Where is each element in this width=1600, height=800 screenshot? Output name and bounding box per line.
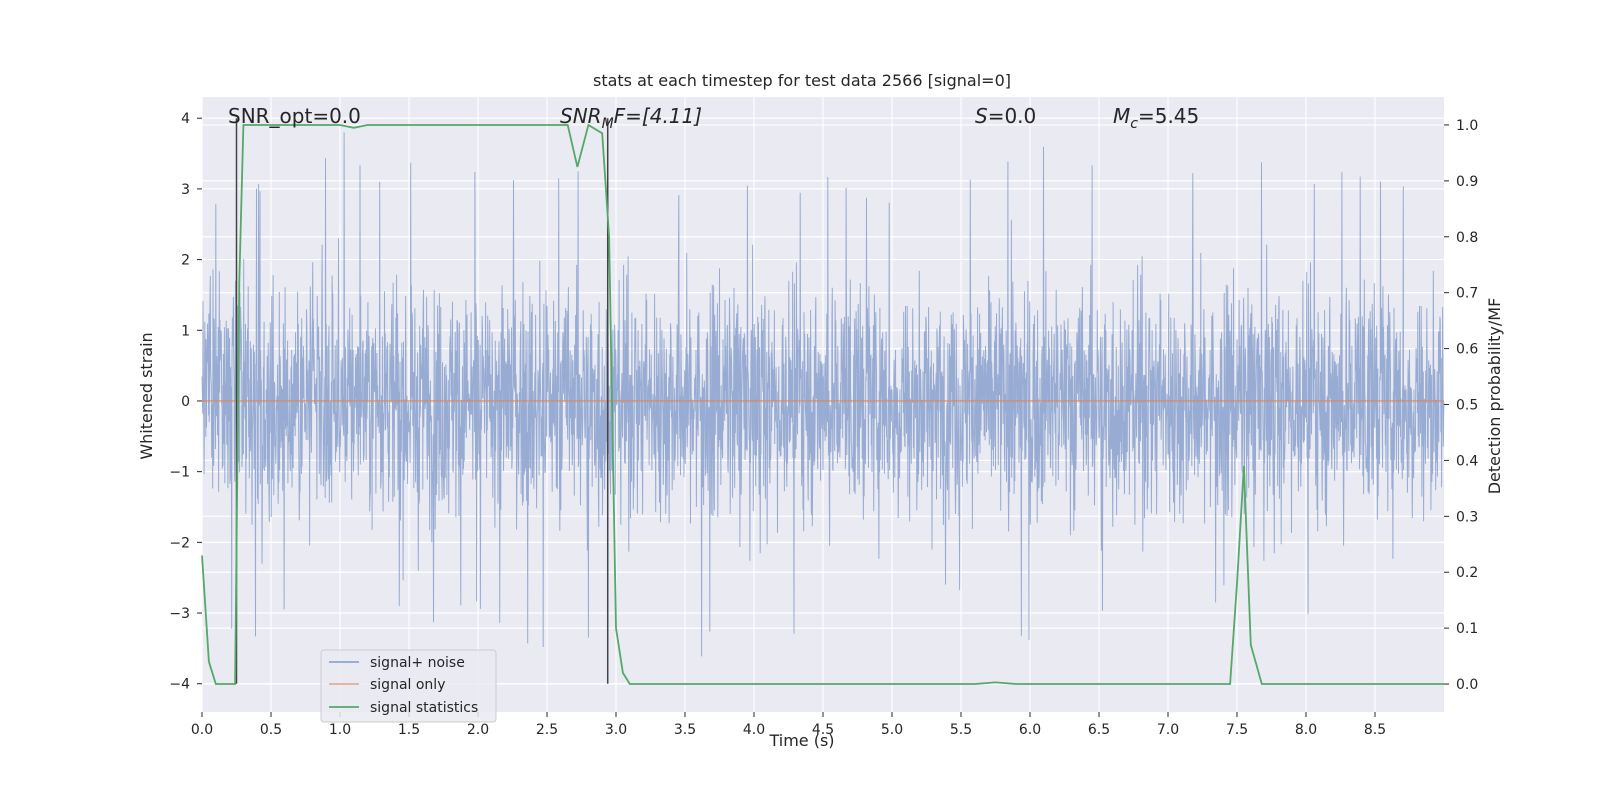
- y-right-tick-label: 0.5: [1456, 398, 1478, 414]
- y-right-tick-label: 0.9: [1456, 174, 1478, 190]
- y-right-tick-label: 0.3: [1456, 509, 1478, 525]
- x-tick-label: 8.0: [1295, 722, 1317, 738]
- annotation-mc: Mc=5.45: [1113, 104, 1199, 132]
- x-tick-label: 4.5: [812, 722, 834, 738]
- x-tick-label: 1.5: [398, 722, 420, 738]
- x-tick-label: 1.0: [329, 722, 351, 738]
- data-layer: [201, 118, 1445, 685]
- x-tick-label: 6.0: [1019, 722, 1041, 738]
- legend-label-signal-noise: signal+ noise: [370, 655, 465, 671]
- signal-noise-line: [201, 132, 1445, 657]
- y-tick-label: 0: [181, 394, 190, 410]
- series-signal-noise: [201, 132, 1445, 657]
- y-tick-label: −3: [169, 606, 190, 622]
- y-right-tick-label: 0.4: [1456, 453, 1478, 469]
- x-tick-label: 6.5: [1088, 722, 1110, 738]
- y-right-tick-label: 0.8: [1456, 230, 1478, 246]
- x-tick-label: 5.0: [881, 722, 903, 738]
- x-tick-label: 2.0: [467, 722, 489, 738]
- series-signal-statistics: [201, 123, 1444, 685]
- y-tick-label: −4: [169, 677, 190, 693]
- y-right-tick-label: 0.7: [1456, 286, 1478, 302]
- x-tick-label: 3.0: [605, 722, 627, 738]
- legend: signal+ noise signal only signal statist…: [320, 649, 497, 723]
- y-tick-label: 2: [181, 253, 190, 269]
- y-right-axis-label: Detection probability/MF: [1485, 298, 1504, 495]
- legend-label-signal-statistics: signal statistics: [370, 700, 478, 716]
- y-tick-label: −2: [169, 535, 190, 551]
- x-tick-label: 7.0: [1157, 722, 1179, 738]
- y-axis-label: Whitened strain: [137, 332, 156, 459]
- x-tick-label: 3.5: [674, 722, 696, 738]
- y-right-tick-label: 1.0: [1456, 118, 1478, 134]
- y-tick-label: −1: [169, 465, 190, 481]
- y-tick-label: 1: [181, 323, 190, 339]
- annotation-s: S=0.0: [975, 104, 1036, 128]
- x-tick-label: 7.5: [1226, 722, 1248, 738]
- x-tick-label: 4.0: [743, 722, 765, 738]
- chart-title: stats at each timestep for test data 256…: [593, 71, 1011, 90]
- y-right-tick-label: 0.0: [1456, 677, 1478, 693]
- x-tick-label: 2.5: [536, 722, 558, 738]
- legend-label-signal-only: signal only: [370, 677, 445, 693]
- y-right-tick-label: 0.6: [1456, 342, 1478, 358]
- x-tick-label: 0.5: [260, 722, 282, 738]
- x-tick-label: 0.0: [191, 722, 213, 738]
- y-right-tick-label: 0.2: [1456, 565, 1478, 581]
- annotation-snr-mf: SNRMF=[4.11]: [560, 104, 702, 132]
- x-axis-label: Time (s): [768, 731, 834, 750]
- axis-ticks: 0.0 0.5 1.0 1.5 2.0 2.5 3.0 3.5 4.0 4.5 5.0 5.5 6.0 6…: [169, 111, 1478, 738]
- signal-statistics-line: [201, 123, 1444, 685]
- x-tick-label: 8.5: [1364, 722, 1386, 738]
- x-tick-label: 5.5: [950, 722, 972, 738]
- y-right-tick-label: 0.1: [1456, 621, 1478, 637]
- legend-box: [320, 649, 497, 723]
- y-tick-label: 4: [181, 111, 190, 127]
- annotation-snr-opt: SNR_opt=0.0: [228, 104, 361, 128]
- y-tick-label: 3: [181, 182, 190, 198]
